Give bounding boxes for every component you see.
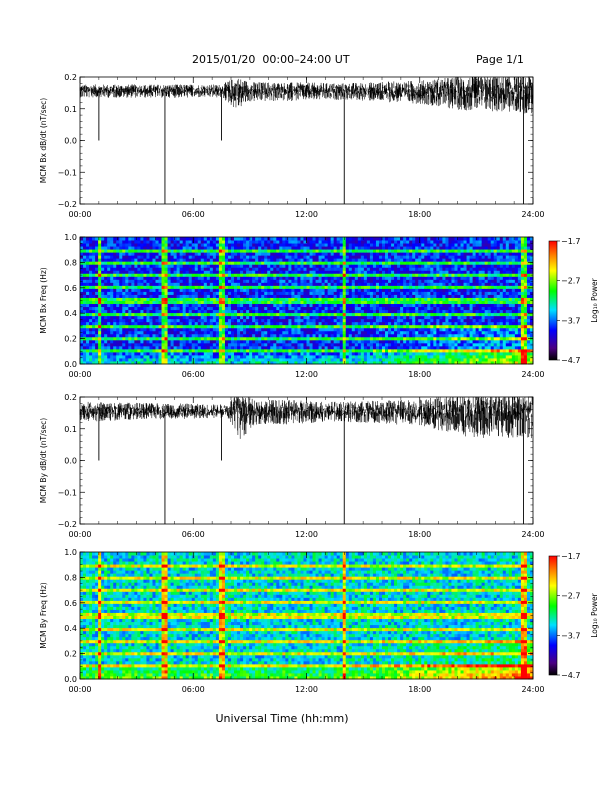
y-tick-label: −0.2 [58, 200, 77, 209]
x-tick-label: 00:00 [68, 685, 91, 694]
y-tick-label: 0.4 [64, 309, 77, 318]
y-tick-label: 0.0 [64, 457, 77, 466]
y-tick-label: 1.0 [64, 233, 77, 242]
y-tick-label: 0.6 [64, 599, 77, 608]
y-tick-label: 0.8 [64, 258, 77, 267]
x-tick-label: 06:00 [182, 370, 205, 379]
y-tick-label: 0.2 [64, 73, 77, 82]
x-tick-label: 06:00 [182, 685, 205, 694]
panel-4: −1.7 −2.7 −3.7 −4.7 Log₁₀ Power 1.0 0.8 0.6 0.4 0… [39, 548, 599, 694]
panel-1: 0.2 0.1 0.0 −0.1 −0.200:00 06:00 12:00 18:00 24:… [39, 73, 545, 219]
spectrogram-cells [80, 237, 534, 365]
plot-title: 2015/01/20 00:00–24:00 UT [192, 53, 350, 66]
x-tick-label: 06:00 [182, 210, 205, 219]
y-tick-label: 0.0 [64, 675, 77, 684]
y-tick-label: −0.1 [58, 168, 77, 177]
dbdt-trace [79, 397, 534, 439]
colorbar-tick-label: −2.7 [561, 277, 580, 286]
x-tick-label: 24:00 [521, 370, 544, 379]
y-axis-label: MCM Bx Freq (Hz) [39, 267, 48, 333]
colorbar-tick-label: −1.7 [561, 552, 580, 561]
colorbar-tick-label: −4.7 [561, 356, 580, 365]
x-tick-label: 18:00 [408, 370, 431, 379]
y-tick-label: 0.2 [64, 650, 77, 659]
colorbar-tick-label: −2.7 [561, 592, 580, 601]
y-tick-label: 0.4 [64, 624, 77, 633]
x-tick-label: 12:00 [295, 530, 318, 539]
spectrogram-cells [80, 552, 534, 680]
y-tick-label: 0.1 [64, 425, 77, 434]
y-tick-label: −0.2 [58, 520, 77, 529]
x-tick-label: 18:00 [408, 210, 431, 219]
colorbar-label: Log₁₀ Power [590, 277, 599, 322]
x-tick-label: 18:00 [408, 685, 431, 694]
x-tick-label: 00:00 [68, 530, 91, 539]
y-axis-label: MCM Bx dB/dt (nT/sec) [39, 98, 48, 183]
y-tick-label: 0.1 [64, 105, 77, 114]
x-tick-label: 24:00 [521, 685, 544, 694]
y-tick-label: 0.0 [64, 360, 77, 369]
y-tick-label: 0.6 [64, 284, 77, 293]
y-tick-label: 1.0 [64, 548, 77, 557]
y-tick-label: 0.2 [64, 393, 77, 402]
colorbar [548, 555, 558, 676]
x-tick-label: 18:00 [408, 530, 431, 539]
x-tick-label: 24:00 [521, 210, 544, 219]
x-tick-label: 06:00 [182, 530, 205, 539]
x-axis-label: Universal Time (hh:mm) [216, 712, 349, 725]
y-tick-label: 0.0 [64, 137, 77, 146]
colorbar-label: Log₁₀ Power [590, 592, 599, 637]
colorbar-tick-label: −4.7 [561, 671, 580, 680]
colorbar-tick-label: −3.7 [561, 316, 580, 325]
x-tick-label: 12:00 [295, 210, 318, 219]
x-tick-label: 12:00 [295, 685, 318, 694]
y-axis-label: MCM By dB/dt (nT/sec) [39, 418, 48, 503]
x-tick-label: 24:00 [521, 530, 544, 539]
panel-2: −1.7 −2.7 −3.7 −4.7 Log₁₀ Power 1.0 0.8 0.6 0.4 0… [39, 233, 599, 379]
colorbar-tick-label: −3.7 [561, 631, 580, 640]
x-tick-label: 00:00 [68, 210, 91, 219]
y-axis-label: MCM By Freq (Hz) [39, 582, 48, 648]
colorbar [548, 240, 558, 361]
y-tick-label: 0.2 [64, 335, 77, 344]
panel-3: 0.2 0.1 0.0 −0.1 −0.200:00 06:00 12:00 18:00 24:… [39, 393, 545, 539]
x-tick-label: 12:00 [295, 370, 318, 379]
y-tick-label: −0.1 [58, 488, 77, 497]
page-indicator: Page 1/1 [476, 53, 524, 66]
colorbar-tick-label: −1.7 [561, 237, 580, 246]
y-tick-label: 0.8 [64, 573, 77, 582]
x-tick-label: 00:00 [68, 370, 91, 379]
